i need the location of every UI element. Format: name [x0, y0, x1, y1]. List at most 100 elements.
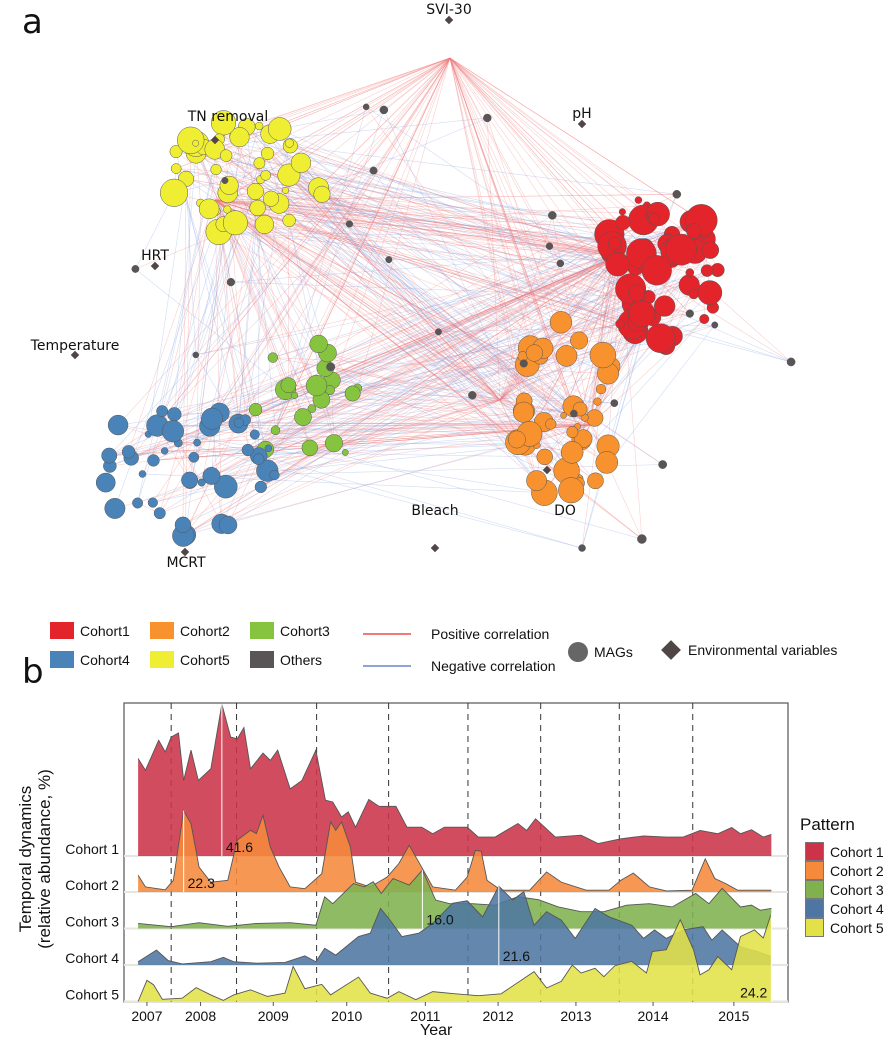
negative-edge — [254, 421, 544, 435]
legend-cohort3: Cohort3 — [250, 622, 330, 639]
positive-edge — [245, 254, 621, 421]
x-axis-label: Year — [420, 1022, 453, 1039]
legend-cohort2: Cohort2 — [150, 622, 230, 639]
negative-edge — [148, 178, 187, 435]
negative-edge — [157, 425, 583, 549]
positive-edge — [499, 263, 561, 401]
positive-edge — [214, 199, 581, 410]
mag-node — [658, 460, 668, 469]
positive-edge — [255, 356, 523, 410]
legend-swatch — [805, 861, 824, 880]
positive-edge — [227, 192, 591, 426]
negative-edge — [287, 169, 642, 315]
positive-edge — [499, 266, 636, 401]
mag-node — [618, 208, 626, 216]
circle-icon — [568, 642, 588, 662]
positive-edge — [215, 210, 591, 426]
positive-edge — [195, 143, 289, 386]
legend-label: Cohort 3 — [830, 881, 884, 898]
x-tick-label: 2009 — [258, 1008, 289, 1024]
negative-edge — [109, 219, 644, 456]
mag-node — [249, 199, 266, 217]
mag-node — [221, 177, 229, 184]
positive-edge — [214, 193, 677, 201]
negative-edge — [288, 174, 607, 463]
negative-edge — [330, 366, 570, 484]
positive-edge — [449, 57, 535, 354]
positive-edge — [135, 170, 374, 270]
area-cohort-4 — [138, 886, 772, 965]
positive-edge — [215, 210, 326, 369]
positive-edge — [499, 266, 636, 401]
legend-swatch — [805, 918, 824, 937]
mag-node — [379, 105, 389, 115]
mag-node — [254, 121, 264, 131]
positive-edge — [329, 254, 621, 391]
positive-edge — [214, 199, 524, 413]
positive-edge — [258, 213, 658, 457]
positive-edge — [265, 254, 621, 450]
mag-node — [513, 401, 535, 423]
legend-label: Cohort5 — [180, 651, 230, 668]
negative-edge — [223, 122, 537, 481]
mag-node — [156, 405, 169, 418]
mag-node — [545, 242, 554, 250]
nodes: SVI-30 pH TN removal HRT Temperature MCRT Blea… — [30, 2, 796, 571]
line-cohort-4 — [137, 885, 772, 965]
line-cohort-3 — [138, 869, 772, 928]
legend-item: Cohort 2 — [805, 861, 884, 880]
mag-node — [294, 408, 312, 426]
negative-edge — [373, 170, 665, 307]
negative-edge — [185, 249, 682, 536]
area-cohort-5 — [138, 913, 772, 1002]
negative-edge — [230, 252, 613, 283]
negative-edge — [137, 122, 224, 504]
env-variable-diamond — [542, 465, 552, 475]
negative-edge — [131, 293, 694, 459]
mag-node — [641, 255, 672, 286]
mag-node — [385, 256, 393, 264]
negative-edge — [189, 224, 224, 482]
legend-label: Cohort4 — [80, 651, 130, 668]
positive-edge — [449, 57, 611, 367]
positive-edge — [190, 140, 322, 400]
positive-edge — [269, 133, 621, 256]
positive-edge — [182, 178, 187, 525]
negative-edge — [345, 318, 705, 453]
positive-edge — [215, 210, 501, 401]
mag-node — [188, 451, 200, 463]
peak-label: 41.6 — [226, 839, 253, 855]
mag-node — [665, 233, 697, 266]
positive-edge — [449, 57, 570, 483]
mag-node — [711, 321, 719, 329]
mag-node — [628, 284, 646, 302]
positive-edge — [214, 57, 451, 150]
env-variable-label: pH — [572, 106, 591, 122]
mag-node — [549, 311, 573, 334]
positive-edge — [365, 106, 591, 426]
legend-cohort1: Cohort1 — [50, 622, 130, 639]
positive-edge — [318, 57, 451, 189]
positive-edge — [238, 423, 335, 444]
positive-edge — [287, 57, 451, 171]
negative-edge — [175, 168, 256, 435]
mag-node — [202, 466, 221, 485]
positive-edge — [285, 57, 451, 191]
mag-node — [260, 170, 271, 181]
positive-edge — [109, 399, 501, 456]
negative-edge — [258, 125, 331, 367]
mag-node — [147, 497, 158, 508]
negative-edge — [190, 140, 313, 409]
mag-node — [578, 544, 586, 552]
negative-edge — [300, 162, 519, 443]
legend-label: Cohort 4 — [830, 900, 884, 917]
positive-edge — [195, 57, 451, 356]
positive-edge — [540, 303, 637, 357]
mag-node — [131, 265, 140, 273]
positive-edge — [321, 194, 636, 304]
negative-edge — [289, 220, 705, 240]
mag-node — [555, 345, 578, 367]
positive-edge — [229, 185, 621, 256]
positive-edge — [449, 57, 541, 357]
mag-node — [267, 117, 292, 141]
